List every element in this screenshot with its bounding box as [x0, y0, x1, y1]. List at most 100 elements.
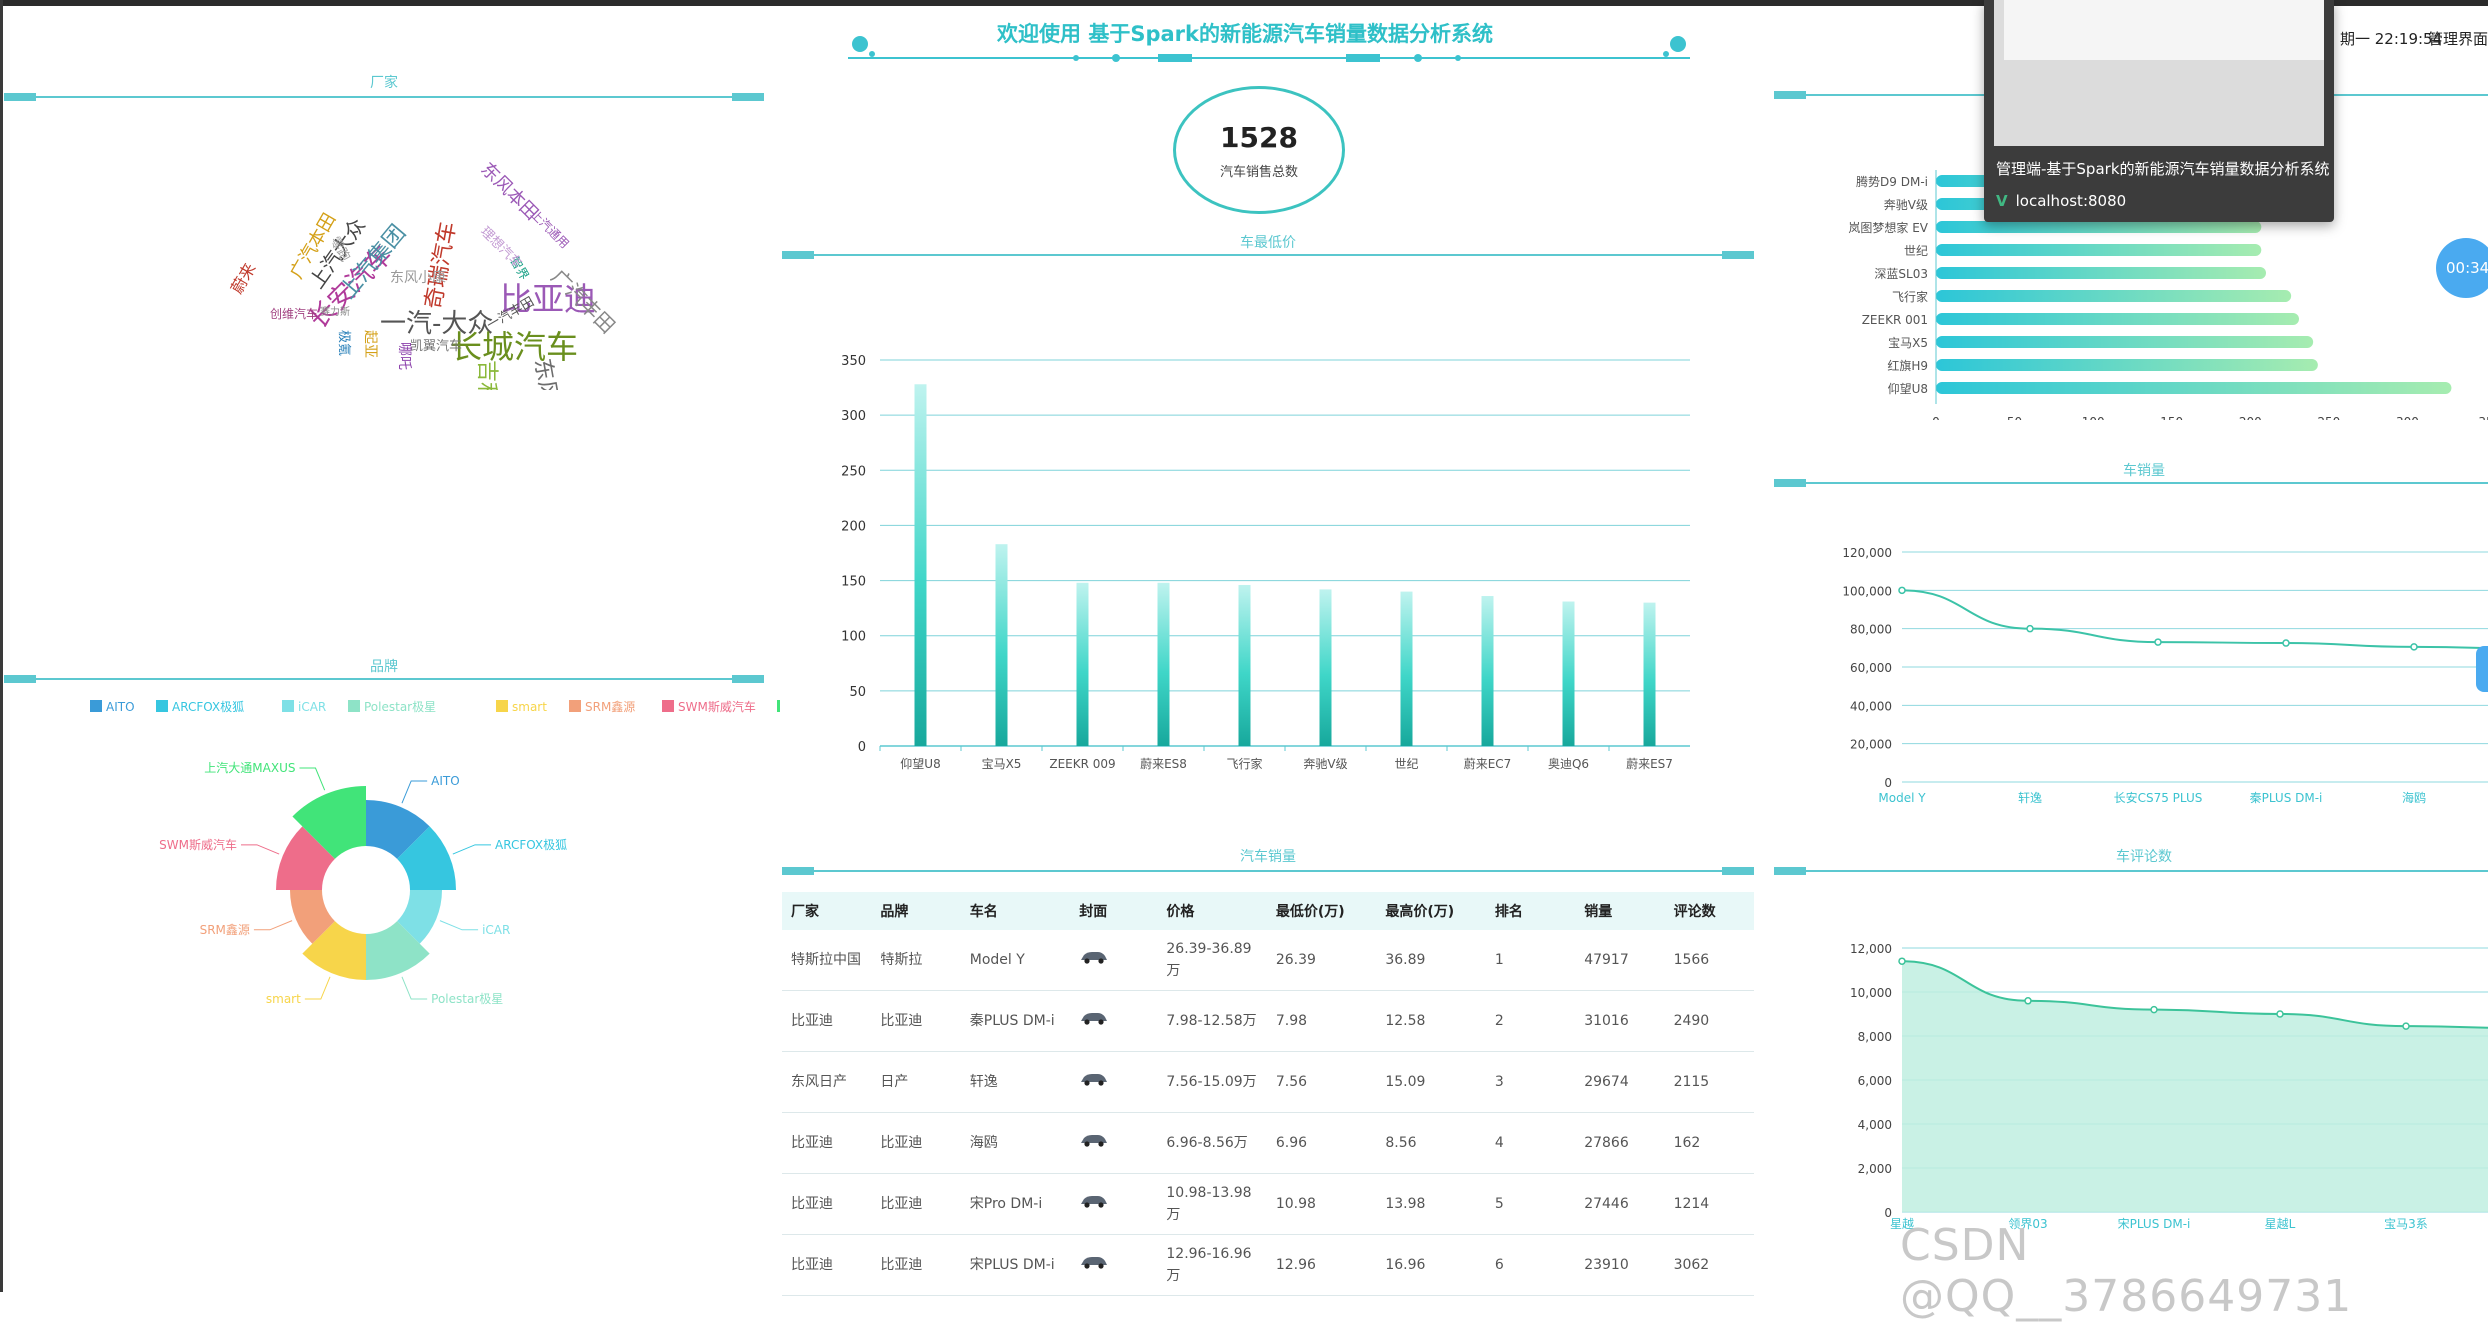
panel-cap: [782, 251, 814, 259]
brand-panel-title: 品牌: [370, 659, 398, 675]
wordcloud-word: 奇瑞汽车: [421, 220, 461, 311]
cell-rank: 1: [1485, 930, 1576, 991]
cell-comments: 1214: [1664, 1173, 1754, 1235]
y-tick-label: 8,000: [1858, 1030, 1892, 1044]
data-point: [2154, 638, 2162, 646]
bar: [1936, 336, 2314, 348]
slice-label: 上汽大通MAXUS: [204, 760, 295, 775]
y-tick-label: 飞行家: [1892, 289, 1928, 304]
panel-cap: [1774, 479, 1806, 487]
x-tick-label: 250: [2317, 415, 2340, 420]
y-tick-label: 150: [841, 575, 866, 590]
legend-swatch: [662, 700, 674, 712]
bar: [1936, 290, 2292, 302]
legend-label: ARCFOX极狐: [172, 700, 244, 714]
y-tick-label: 0: [858, 740, 866, 755]
cell-low: 7.56: [1266, 1051, 1377, 1113]
rose-slice: [292, 786, 366, 859]
x-tick-label: 50: [2007, 415, 2022, 420]
clock-text: 期一 22:19:54: [2340, 30, 2443, 48]
table-row[interactable]: 比亚迪 比亚迪 宋Pro DM-i 10.98-13.98万 10.98 13.98 5 27…: [782, 1173, 1754, 1235]
cell-sales: 27446: [1575, 1173, 1665, 1235]
panel-divider: [782, 870, 1754, 872]
panel-cap: [4, 93, 36, 101]
y-tick-label: 奔驰V级: [1884, 198, 1928, 212]
cell-low: 7.98: [1266, 990, 1377, 1052]
legend-label: SWM斯威汽车: [678, 699, 756, 714]
legend-swatch: [496, 700, 508, 712]
col-header: 车名: [960, 892, 1071, 930]
y-tick-label: 250: [841, 464, 866, 479]
recording-timer[interactable]: 00:34: [2436, 238, 2488, 298]
car-cover-icon: [1081, 1195, 1108, 1208]
cell-brand: 比亚迪: [871, 1234, 961, 1296]
y-tick-label: 红旗H9: [1887, 358, 1928, 373]
cover-cell: [1070, 1234, 1158, 1296]
panel-cap: [1774, 91, 1806, 99]
rose-slice: [366, 921, 430, 980]
cell-price: 12.96-16.96万: [1157, 1234, 1267, 1296]
cell-high: 15.09: [1376, 1051, 1486, 1113]
cell-low: 26.39: [1266, 930, 1377, 991]
x-tick-label: 100: [2082, 415, 2105, 420]
bar: [1936, 221, 2262, 233]
wordcloud-word: 长城汽车: [450, 328, 578, 366]
x-tick-label: ZEEKR 009: [1049, 757, 1115, 771]
lowest-price-panel: 车最低价: [782, 232, 1754, 272]
bar: [1319, 589, 1332, 746]
col-header: 品牌: [871, 892, 961, 930]
comments-area-chart: 0 2,000 4,000 6,000 8,000 10,000 12,000 星越 领界03 宋…: [1850, 942, 2488, 1231]
legend-swatch: [348, 700, 360, 712]
table-row[interactable]: 比亚迪 比亚迪 海鸥 6.96-8.56万 6.96 8.56 4 27866 162: [782, 1112, 1754, 1174]
browser-top-edge: [0, 0, 2488, 6]
x-tick-label: 星越: [1890, 1217, 1914, 1231]
bar: [1643, 602, 1656, 746]
x-tick-label: 宝马X5: [982, 757, 1022, 771]
watermark-text: CSDN @QQ__3786649731: [1900, 1220, 2353, 1322]
y-tick-label: 50: [849, 685, 866, 700]
table-row[interactable]: 东风日产 日产 轩逸 7.56-15.09万 7.56 15.09 3 29674 2115: [782, 1051, 1754, 1113]
cell-brand: 比亚迪: [871, 1173, 961, 1235]
data-point: [2276, 1010, 2284, 1018]
y-tick-label: 腾势D9 DM-i: [1856, 174, 1928, 189]
cover-cell: [1070, 1051, 1158, 1113]
table-row[interactable]: 比亚迪 比亚迪 秦PLUS DM-i 7.98-12.58万 7.98 12.58 2 310…: [782, 990, 1754, 1052]
wordcloud-word: 一汽-大众: [380, 309, 493, 339]
cell-comments: 162: [1664, 1112, 1754, 1174]
data-point: [1898, 586, 1906, 595]
table-row[interactable]: 特斯拉中国 特斯拉 Model Y 26.39-36.89万 26.39 36.89 1 47…: [782, 930, 1754, 991]
tab-preview-title: 管理端-基于Spark的新能源汽车销量数据分析系统: [1996, 160, 2330, 178]
y-tick-label: 20,000: [1850, 738, 1892, 752]
bar: [1936, 267, 2266, 279]
cell-maker: 东风日产: [782, 1051, 872, 1113]
bar: [1936, 359, 2318, 371]
cell-price: 7.98-12.58万: [1157, 990, 1267, 1052]
cover-cell: [1070, 1173, 1158, 1235]
x-tick-label: 35: [2478, 415, 2488, 420]
legend-label: Polestar极星: [364, 700, 436, 714]
cell-name: 秦PLUS DM-i: [960, 990, 1071, 1052]
label-leader: [452, 844, 492, 855]
tab-preview-page: [2004, 0, 2324, 60]
bar: [1936, 313, 2299, 325]
slice-label: SRM鑫源: [200, 922, 250, 937]
table-row[interactable]: 比亚迪 比亚迪 宋PLUS DM-i 12.96-16.96万 12.96 16.96 6 2…: [782, 1234, 1754, 1296]
cell-brand: 日产: [871, 1051, 961, 1113]
admin-link[interactable]: 管理界面: [2428, 30, 2488, 48]
tab-preview-thumbnail: [1994, 0, 2324, 146]
side-drawer-tab[interactable]: [2476, 646, 2488, 692]
cell-sales: 31016: [1575, 990, 1665, 1052]
col-header: 封面: [1070, 892, 1158, 930]
wordcloud-word: 东风本田: [476, 159, 542, 225]
wordcloud-word: 极氪: [336, 330, 352, 356]
cell-comments: 1566: [1664, 930, 1754, 991]
cell-high: 16.96: [1376, 1234, 1486, 1296]
y-tick-label: 120,000: [1842, 546, 1892, 560]
cell-maker: 比亚迪: [782, 990, 872, 1052]
label-leader: [304, 976, 331, 1000]
series-line: [1901, 589, 2488, 650]
legend-swatch: [90, 700, 102, 712]
car-cover-icon: [1081, 1256, 1108, 1269]
table-header-row: 厂家 品牌 车名 封面 价格 最低价(万) 最高价(万) 排名 销量 评论数: [782, 892, 1754, 930]
